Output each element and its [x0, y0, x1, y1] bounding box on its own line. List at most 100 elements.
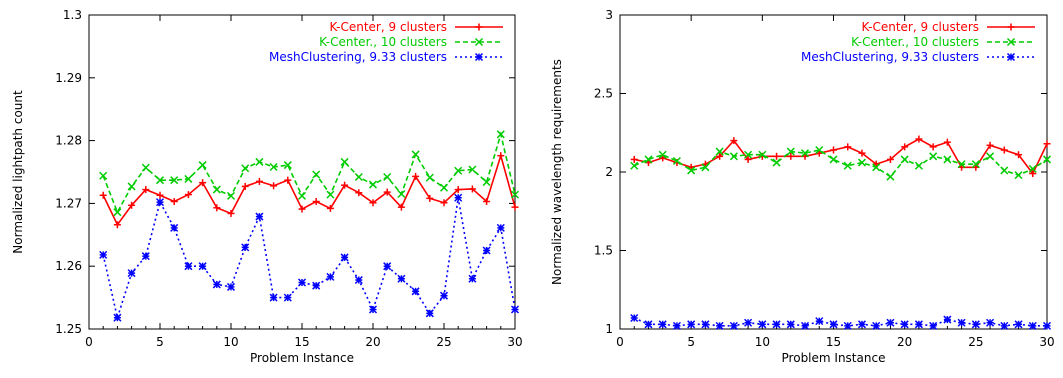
data-point	[127, 182, 136, 191]
series-1	[99, 152, 519, 229]
data-point	[326, 272, 335, 281]
y-tick-label: 1.25	[55, 322, 82, 336]
data-point	[1014, 320, 1023, 329]
data-point	[1015, 151, 1023, 159]
y-tick-label: 2	[605, 165, 613, 179]
data-point	[298, 205, 306, 213]
data-point	[482, 246, 491, 255]
y-axis-label: Normalized wavelength requirements	[550, 59, 564, 285]
data-point	[270, 182, 278, 190]
series-line	[633, 149, 1048, 178]
series-3	[630, 313, 1052, 330]
data-point	[511, 203, 519, 211]
data-point	[1000, 321, 1009, 330]
data-point	[929, 321, 938, 330]
data-point	[744, 155, 752, 163]
legend-label: MeshClustering, 9.33 clusters	[801, 50, 979, 64]
x-tick-label: 15	[826, 335, 841, 349]
data-point	[843, 161, 852, 170]
x-tick-label: 20	[897, 335, 912, 349]
data-point	[440, 199, 448, 207]
data-point	[900, 320, 909, 329]
data-point	[914, 161, 923, 170]
data-point	[170, 198, 178, 206]
data-point	[496, 223, 505, 232]
data-point	[468, 185, 476, 193]
series-line	[633, 317, 1047, 327]
series-line	[102, 131, 516, 215]
x-tick-label: 25	[968, 335, 983, 349]
data-point	[297, 278, 307, 287]
data-point	[482, 178, 491, 187]
data-point	[971, 320, 980, 329]
data-point	[284, 176, 292, 184]
data-point	[510, 190, 520, 199]
x-tick-label: 25	[436, 335, 451, 349]
data-point	[1028, 164, 1037, 173]
data-point	[412, 172, 420, 180]
data-point	[1000, 166, 1009, 175]
data-point	[411, 150, 420, 159]
data-point	[1000, 146, 1008, 154]
data-point	[312, 198, 320, 206]
data-point	[658, 320, 667, 329]
y-tick-label: 1	[605, 322, 613, 336]
data-point	[255, 177, 263, 185]
data-point	[383, 172, 392, 182]
data-point	[786, 147, 795, 156]
data-point	[1042, 155, 1052, 164]
data-point	[397, 203, 405, 211]
data-point	[886, 172, 895, 181]
data-point	[957, 318, 966, 327]
data-point	[829, 320, 838, 329]
legend-label: MeshClustering, 9.33 clusters	[269, 50, 447, 64]
y-tick-label: 1.29	[55, 71, 82, 85]
data-point	[425, 309, 434, 318]
data-point	[184, 174, 193, 183]
x-tick-label: 15	[294, 335, 309, 349]
data-point	[113, 208, 122, 217]
data-point	[687, 320, 696, 329]
legend-label: K-Center., 10 clusters	[319, 35, 447, 49]
data-point	[716, 152, 724, 160]
data-point	[468, 274, 477, 283]
data-point	[212, 185, 221, 194]
data-point	[701, 163, 710, 172]
data-point	[915, 135, 923, 143]
data-point	[773, 152, 781, 160]
x-tick-label: 5	[687, 335, 695, 349]
data-point	[483, 198, 491, 206]
data-point	[986, 318, 995, 327]
data-point	[929, 143, 937, 151]
data-point	[113, 313, 122, 322]
data-point	[397, 189, 406, 199]
chart-1: 0 5 10 15 20 25 30 1.25 1.26 1.27 1.28 1.29 1.3 Probl…	[11, 8, 523, 365]
series-2	[99, 130, 520, 217]
x-tick-label: 20	[365, 335, 380, 349]
data-point	[226, 282, 236, 291]
data-point	[340, 253, 349, 262]
data-point	[630, 161, 639, 170]
data-point	[1043, 140, 1051, 148]
data-point	[184, 191, 192, 199]
data-point	[198, 262, 207, 271]
data-point	[199, 179, 207, 187]
legend-marker	[1007, 23, 1015, 31]
data-point	[383, 188, 391, 196]
data-point	[772, 320, 781, 329]
data-point	[226, 191, 236, 200]
data-point	[786, 320, 795, 329]
series-3	[99, 193, 520, 322]
x-tick-label: 0	[85, 335, 93, 349]
chart-2: 0 5 10 15 20 25 30 1 1.5 2 2.5 3 Problem Instance Nor…	[550, 8, 1055, 365]
data-point	[283, 293, 292, 302]
data-point	[141, 252, 150, 261]
data-point	[99, 171, 108, 180]
data-point	[113, 221, 121, 229]
data-point	[630, 155, 638, 163]
data-point	[630, 313, 639, 323]
data-point	[255, 157, 264, 166]
x-tick-label: 5	[156, 335, 164, 349]
data-point	[425, 173, 434, 182]
